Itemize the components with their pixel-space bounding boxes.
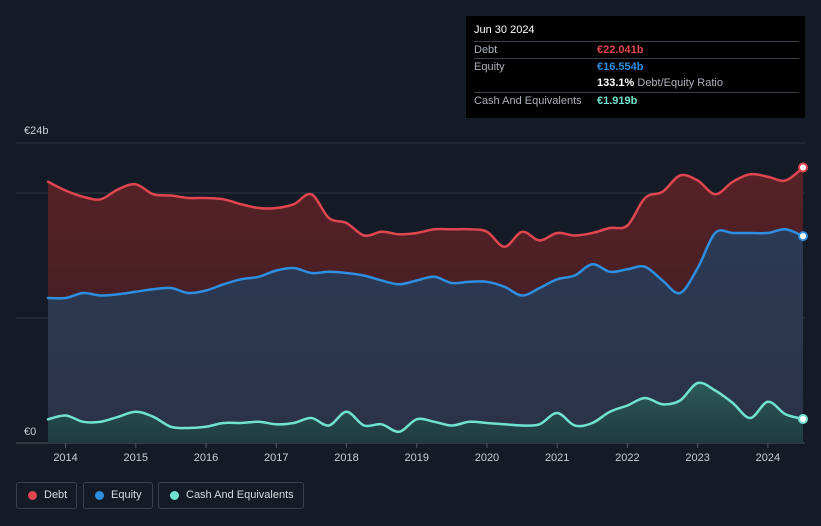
legend-equity-label: Equity bbox=[111, 489, 142, 501]
y-tick-label-max: €24b bbox=[24, 125, 48, 137]
legend-equity-dot-icon bbox=[95, 491, 104, 500]
tooltip-row-equity: Equity €16.554b bbox=[474, 58, 799, 76]
legend-item-equity[interactable]: Equity bbox=[83, 482, 153, 509]
tooltip-equity-label: Equity bbox=[474, 61, 505, 73]
tooltip-equity-value: €16.554b bbox=[597, 61, 644, 73]
chart-end-markers bbox=[798, 162, 808, 424]
equity-end-marker bbox=[798, 231, 808, 242]
x-axis-ticks: 2014 2015 2016 2017 2018 2019 2020 2021 2022 2023… bbox=[53, 443, 780, 464]
x-tick-label-2014: 2014 bbox=[53, 452, 77, 464]
legend-cash-label: Cash And Equivalents bbox=[186, 489, 294, 501]
x-tick-label-2020: 2020 bbox=[475, 452, 499, 464]
chart-lines bbox=[46, 166, 805, 434]
legend-debt-label: Debt bbox=[44, 489, 68, 501]
x-tick-label-2022: 2022 bbox=[615, 452, 639, 464]
cash-area bbox=[48, 382, 803, 443]
cash-line bbox=[46, 381, 805, 434]
x-tick-label-2015: 2015 bbox=[124, 452, 148, 464]
y-tick-label-zero: €0 bbox=[24, 426, 36, 438]
x-tick-label-2019: 2019 bbox=[404, 452, 428, 464]
x-tick-label-2016: 2016 bbox=[194, 452, 218, 464]
equity-line bbox=[46, 228, 805, 300]
tooltip-row-cash: Cash And Equivalents €1.919b bbox=[474, 92, 799, 110]
tooltip-ratio-label: Debt/Equity Ratio bbox=[637, 77, 723, 89]
x-tick-label-2023: 2023 bbox=[685, 452, 709, 464]
chart-areas bbox=[48, 167, 803, 443]
tooltip-row-ratio: 133.1% Debt/Equity Ratio bbox=[474, 75, 799, 92]
tooltip-ratio: 133.1% Debt/Equity Ratio bbox=[597, 77, 723, 89]
x-tick-label-2021: 2021 bbox=[545, 452, 569, 464]
tooltip-debt-label: Debt bbox=[474, 44, 498, 56]
legend-debt-dot-icon bbox=[28, 491, 37, 500]
tooltip-cash-label: Cash And Equivalents bbox=[474, 95, 582, 107]
tooltip-debt-value: €22.041b bbox=[597, 44, 644, 56]
legend-cash-dot-icon bbox=[170, 491, 179, 500]
x-tick-label-2018: 2018 bbox=[334, 452, 358, 464]
legend-item-cash[interactable]: Cash And Equivalents bbox=[158, 482, 304, 509]
tooltip-date: Jun 30 2024 bbox=[474, 24, 535, 36]
data-tooltip: Jun 30 2024 Debt €22.041b Equity €16.554… bbox=[466, 16, 805, 118]
tooltip-ratio-value: 133.1% bbox=[597, 77, 635, 89]
legend-item-debt[interactable]: Debt bbox=[16, 482, 77, 509]
debt-line bbox=[46, 166, 805, 249]
equity-area bbox=[48, 229, 803, 443]
x-tick-label-2024: 2024 bbox=[756, 452, 780, 464]
tooltip-cash-value: €1.919b bbox=[597, 95, 638, 107]
y-axis-ticks: €24b €0 bbox=[24, 125, 48, 438]
x-tick-label-2017: 2017 bbox=[264, 452, 288, 464]
tooltip-row-debt: Debt €22.041b bbox=[474, 41, 799, 59]
cash-end-marker bbox=[798, 414, 808, 424]
debt-end-marker bbox=[798, 162, 808, 173]
